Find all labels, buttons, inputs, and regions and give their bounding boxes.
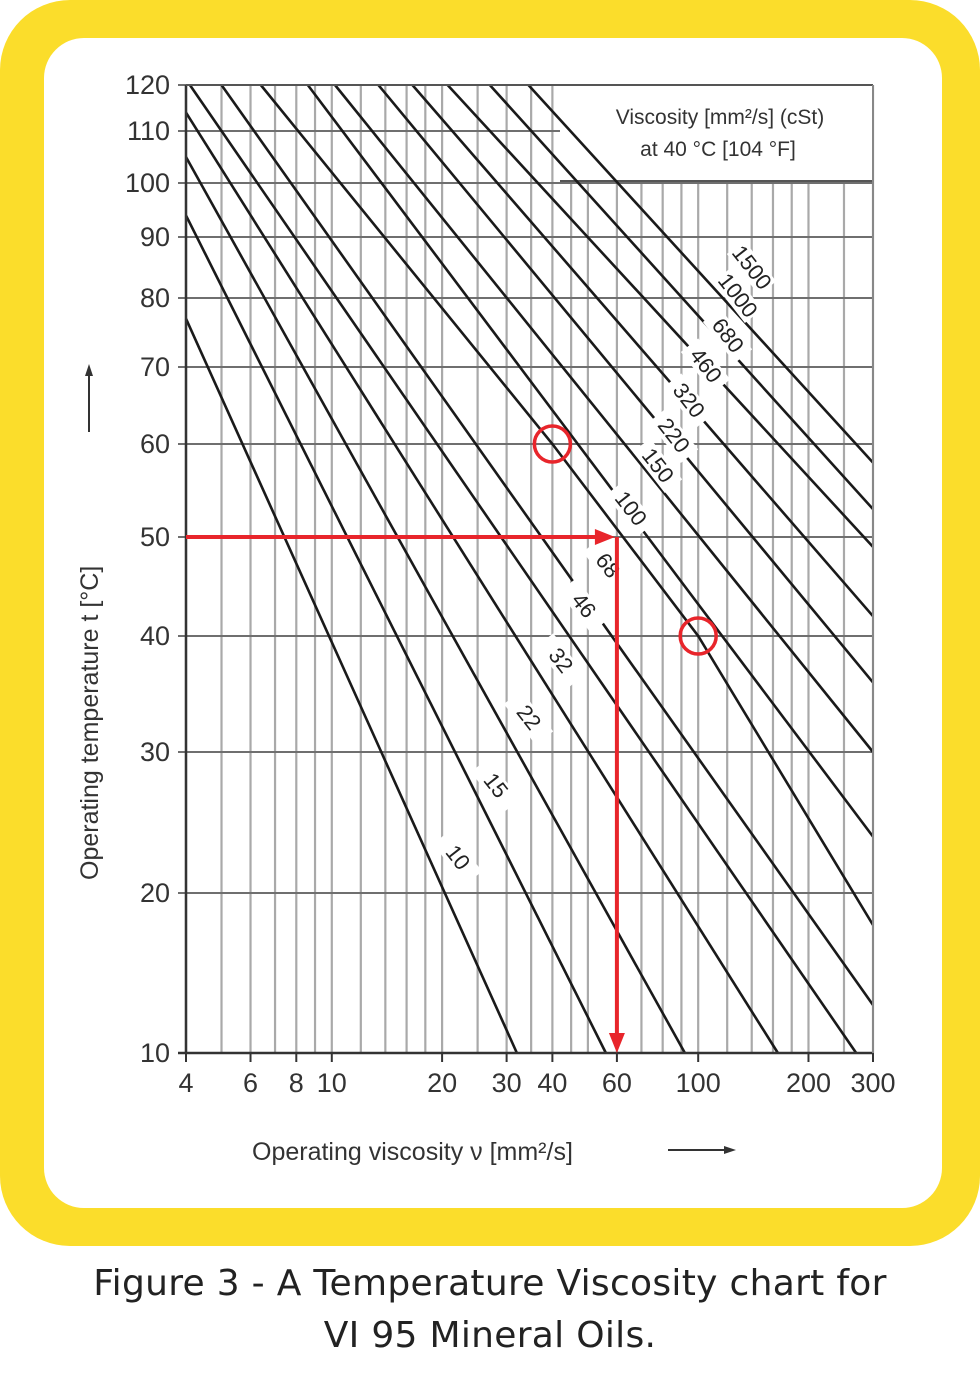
line-label-bg xyxy=(503,690,554,745)
line-label-bg xyxy=(702,308,753,363)
caption-line-1: Figure 3 - A Temperature Viscosity chart… xyxy=(93,1263,887,1304)
line-label-bg xyxy=(432,830,483,885)
viscosity-line-100 xyxy=(259,84,875,926)
grid xyxy=(178,84,875,1054)
y-tick-label: 120 xyxy=(125,70,170,100)
y-tick-label: 40 xyxy=(140,621,170,651)
viscosity-line-32 xyxy=(184,111,780,1054)
viscosity-line-15 xyxy=(184,214,608,1054)
viscosity-line-150 xyxy=(306,84,875,838)
x-tick-label: 200 xyxy=(786,1068,831,1098)
line-label-bg xyxy=(726,240,777,295)
viscosity-line-22 xyxy=(184,156,687,1054)
arrowhead-down-icon xyxy=(608,1033,625,1053)
x-tick-label: 300 xyxy=(850,1068,895,1098)
viscosity-lines xyxy=(184,84,875,1054)
y-axis-arrow-icon xyxy=(85,364,93,432)
y-tick-label: 20 xyxy=(140,878,170,908)
red-circle-marker xyxy=(532,424,573,464)
line-label-bg xyxy=(632,438,683,493)
red-circle-marker xyxy=(678,616,718,656)
arrowhead-right-icon xyxy=(594,529,615,545)
axes: 10 20 30 40 50 60 70 80 90 100 110 120 4 6 8 10 20 30 40 60… xyxy=(125,70,896,1098)
y-axis-label: Operating temperature t [°C] xyxy=(76,566,104,880)
legend-box: Viscosity [mm²/s] (cSt) at 40 °C [104 °F… xyxy=(560,86,873,182)
x-tick-label: 30 xyxy=(492,1068,522,1098)
legend-line-1: Viscosity [mm²/s] (cSt) xyxy=(616,106,824,129)
annotations xyxy=(186,424,718,1053)
y-tick-label: 50 xyxy=(140,522,170,552)
y-tick-label: 90 xyxy=(140,222,170,252)
viscosity-line-46 xyxy=(188,84,858,1054)
viscosity-line-1000 xyxy=(488,84,874,510)
x-tick-label: 20 xyxy=(427,1068,457,1098)
figure-caption: Figure 3 - A Temperature Viscosity chart… xyxy=(0,1258,980,1362)
line-label-bg xyxy=(680,338,731,393)
x-tick-label: 8 xyxy=(289,1068,304,1098)
legend-line-2: at 40 °C [104 °F] xyxy=(640,138,796,161)
y-tick-label: 110 xyxy=(127,116,170,146)
x-axis-label: Operating viscosity ν [mm²/s] xyxy=(252,1138,573,1166)
viscosity-line-68 xyxy=(220,84,875,1006)
x-tick-label: 10 xyxy=(317,1068,347,1098)
y-tick-label: 100 xyxy=(125,168,170,198)
x-tick-label: 60 xyxy=(602,1068,632,1098)
x-tick-label: 40 xyxy=(537,1068,567,1098)
y-tick-label: 70 xyxy=(140,352,170,382)
line-label-bg xyxy=(712,268,763,323)
viscosity-chart: Viscosity [mm²/s] (cSt) at 40 °C [104 °F… xyxy=(76,70,896,1166)
line-label-bg xyxy=(663,373,714,428)
viscosity-line-220 xyxy=(333,84,875,753)
viscosity-line-460 xyxy=(411,84,874,618)
line-label-bg xyxy=(582,538,633,593)
line-label-bg xyxy=(558,578,609,633)
viscosity-line-320 xyxy=(377,84,875,684)
line-label-bg xyxy=(470,758,521,813)
x-axis-arrow-icon xyxy=(668,1146,736,1154)
line-label-bg xyxy=(648,408,699,463)
viscosity-line-680 xyxy=(446,84,874,548)
y-tick-label: 80 xyxy=(140,283,170,313)
x-tick-label: 6 xyxy=(243,1068,258,1098)
line-label-bg xyxy=(535,633,586,688)
line-label-bg xyxy=(605,481,656,536)
viscosity-line-10 xyxy=(184,318,519,1054)
viscosity-line-1500 xyxy=(527,84,874,464)
x-tick-label: 100 xyxy=(676,1068,721,1098)
y-tick-label: 60 xyxy=(140,429,170,459)
caption-line-2: VI 95 Mineral Oils. xyxy=(323,1315,657,1356)
y-tick-label: 10 xyxy=(140,1038,170,1068)
x-tick-label: 4 xyxy=(178,1068,193,1098)
y-tick-label: 30 xyxy=(140,737,170,767)
